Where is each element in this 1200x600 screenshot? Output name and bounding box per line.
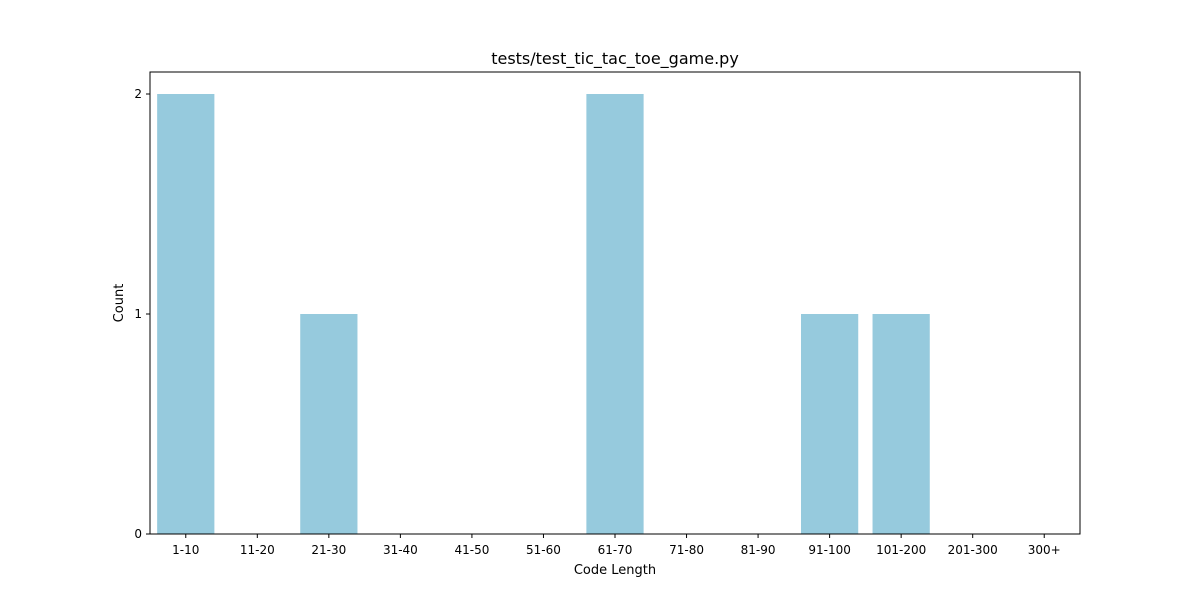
x-tick-label: 61-70: [598, 543, 633, 557]
bar-1-10: [157, 94, 215, 534]
x-tick-label: 101-200: [876, 543, 926, 557]
bars-group: [157, 94, 930, 534]
x-tick-label: 81-90: [741, 543, 776, 557]
x-tick-label: 51-60: [526, 543, 561, 557]
x-tick-label: 1-10: [172, 543, 199, 557]
x-tick-label: 91-100: [808, 543, 851, 557]
bar-21-30: [300, 314, 358, 534]
bar-61-70: [586, 94, 644, 534]
y-tick-label: 0: [134, 527, 142, 541]
x-axis-label: Code Length: [574, 563, 656, 578]
chart-title: tests/test_tic_tac_toe_game.py: [491, 49, 739, 69]
bar-91-100: [801, 314, 859, 534]
bar-101-200: [872, 314, 930, 534]
x-tick-label: 71-80: [669, 543, 704, 557]
x-tick-label: 41-50: [454, 543, 489, 557]
x-axis-ticks: 1-10 11-20 21-30 31-40 41-50 51-60 61-70 71-80 8…: [172, 534, 1061, 557]
x-tick-label: 201-300: [948, 543, 998, 557]
x-tick-label: 21-30: [311, 543, 346, 557]
y-axis-ticks: 0 1 2: [134, 87, 150, 541]
x-tick-label: 31-40: [383, 543, 418, 557]
y-tick-label: 2: [134, 87, 142, 101]
y-tick-label: 1: [134, 307, 142, 321]
x-tick-label: 300+: [1028, 543, 1061, 557]
x-tick-label: 11-20: [240, 543, 275, 557]
y-axis-label: Count: [112, 284, 127, 323]
